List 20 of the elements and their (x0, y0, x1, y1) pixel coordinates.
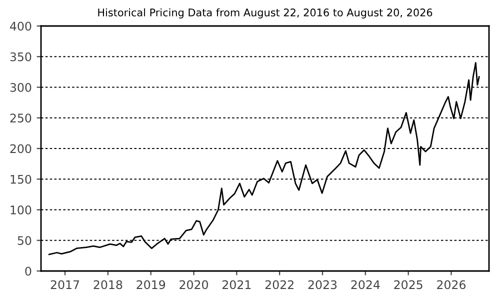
x-tick-label: 2020 (180, 280, 208, 290)
chart-title: Historical Pricing Data from August 22, 2016 to August 20, 2026 (98, 8, 432, 18)
x-tick-label: 2023 (308, 280, 337, 290)
y-tick-label: 350 (10, 52, 32, 62)
y-tick-label: 0 (25, 266, 32, 276)
x-tick-label: 2019 (136, 280, 166, 290)
y-tick-label: 100 (10, 205, 32, 214)
y-tick-label: 250 (10, 114, 32, 123)
y-tick-label: 200 (10, 144, 32, 154)
y-tick-label: 150 (10, 174, 32, 184)
x-tick-label: 2024 (351, 280, 380, 290)
x-tick-label: 2018 (94, 280, 122, 290)
y-tick-label: 300 (10, 82, 32, 92)
x-tick-label: 2022 (265, 280, 294, 290)
x-tick-label: 2017 (50, 280, 80, 290)
y-tick-label: 50 (18, 236, 32, 246)
y-tick-label: 400 (10, 22, 32, 31)
x-tick-label: 2021 (222, 280, 251, 290)
x-tick-label: 2026 (437, 280, 466, 290)
x-tick-label: 2025 (394, 280, 422, 290)
